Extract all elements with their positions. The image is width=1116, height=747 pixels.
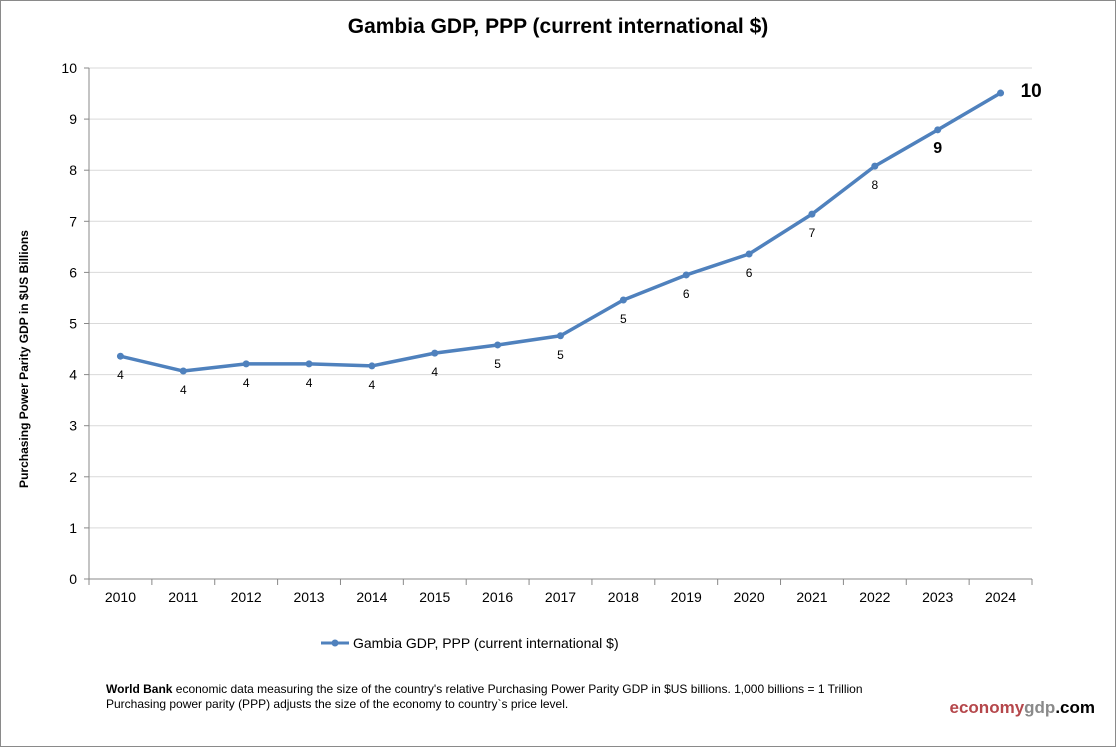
- data-label: 4: [243, 376, 250, 390]
- data-point: [116, 352, 124, 360]
- y-tick-label: 6: [69, 264, 77, 280]
- x-tick-label: 2017: [545, 589, 576, 605]
- y-tick-label: 7: [69, 213, 77, 229]
- footer-note: World Bank economic data measuring the s…: [106, 682, 863, 712]
- x-tick-label: 2022: [859, 589, 890, 605]
- data-point: [242, 360, 250, 368]
- source-name: World Bank: [106, 682, 173, 696]
- x-tick-label: 2018: [608, 589, 639, 605]
- legend: Gambia GDP, PPP (current international $…: [321, 635, 619, 651]
- x-tick-label: 2019: [671, 589, 702, 605]
- data-point: [557, 332, 564, 340]
- data-label: 10: [1021, 81, 1042, 102]
- data-point: [494, 341, 502, 349]
- data-point: [997, 89, 1005, 97]
- data-point: [682, 271, 690, 279]
- data-label: 4: [369, 378, 376, 392]
- data-point: [934, 126, 942, 134]
- y-tick-label: 8: [69, 162, 77, 178]
- x-tick-label: 2023: [922, 589, 953, 605]
- y-tick-label: 9: [69, 111, 77, 127]
- data-label: 7: [809, 226, 816, 240]
- x-tick-label: 2020: [734, 589, 765, 605]
- x-tick-label: 2013: [293, 589, 324, 605]
- logo-part: .com: [1055, 698, 1095, 717]
- data-label: 6: [746, 266, 753, 280]
- x-tick-label: 2010: [105, 589, 136, 605]
- y-tick-label: 10: [61, 60, 77, 76]
- logo: economygdp.com: [950, 698, 1095, 718]
- data-label: 4: [306, 376, 313, 390]
- data-label: 5: [620, 312, 627, 326]
- logo-part: economy: [949, 698, 1025, 717]
- logo-part: gdp: [1024, 698, 1056, 717]
- chart-title: Gambia GDP, PPP (current international $…: [347, 15, 769, 38]
- data-point: [368, 362, 376, 370]
- legend-line-marker: [321, 639, 349, 647]
- data-label: 8: [871, 178, 878, 192]
- data-point: [745, 250, 753, 258]
- x-tick-label: 2015: [419, 589, 450, 605]
- x-tick-label: 2011: [168, 589, 198, 605]
- x-tick-label: 2021: [796, 589, 827, 605]
- x-tick-label: 2016: [482, 589, 513, 605]
- y-tick-label: 5: [69, 316, 77, 332]
- data-point: [179, 367, 187, 375]
- x-tick-label: 2014: [356, 589, 387, 605]
- y-tick-label: 1: [69, 520, 77, 536]
- legend-label: Gambia GDP, PPP (current international $…: [353, 635, 619, 651]
- footer-line-1: economic data measuring the size of the …: [172, 682, 863, 696]
- data-point: [871, 162, 879, 170]
- line-chart: 0 1 2 3 4 5 6 7 8 9 10 2010 2011 2012 2013 2014 2015 2016…: [61, 60, 1042, 605]
- data-label: 9: [933, 140, 942, 157]
- data-label: 6: [683, 287, 690, 301]
- data-label: 4: [180, 383, 187, 397]
- footer-line-2: Purchasing power parity (PPP) adjusts th…: [106, 697, 569, 711]
- data-point: [619, 296, 627, 304]
- y-tick-label: 3: [69, 418, 77, 434]
- data-point: [431, 349, 439, 357]
- x-tick-label: 2012: [231, 589, 262, 605]
- data-point: [808, 210, 816, 218]
- data-point: [305, 360, 313, 368]
- x-tick-label: 2024: [985, 589, 1016, 605]
- y-tick-label: 4: [69, 367, 77, 383]
- y-axis-label: Purchasing Power Parity GDP in $US Billi…: [17, 230, 31, 488]
- data-label: 5: [557, 348, 564, 362]
- y-tick-label: 0: [69, 571, 77, 587]
- y-tick-label: 2: [69, 469, 77, 485]
- series-line: [120, 91, 1002, 373]
- data-label: 4: [117, 368, 124, 382]
- data-label: 4: [431, 365, 438, 379]
- data-label: 5: [494, 357, 501, 371]
